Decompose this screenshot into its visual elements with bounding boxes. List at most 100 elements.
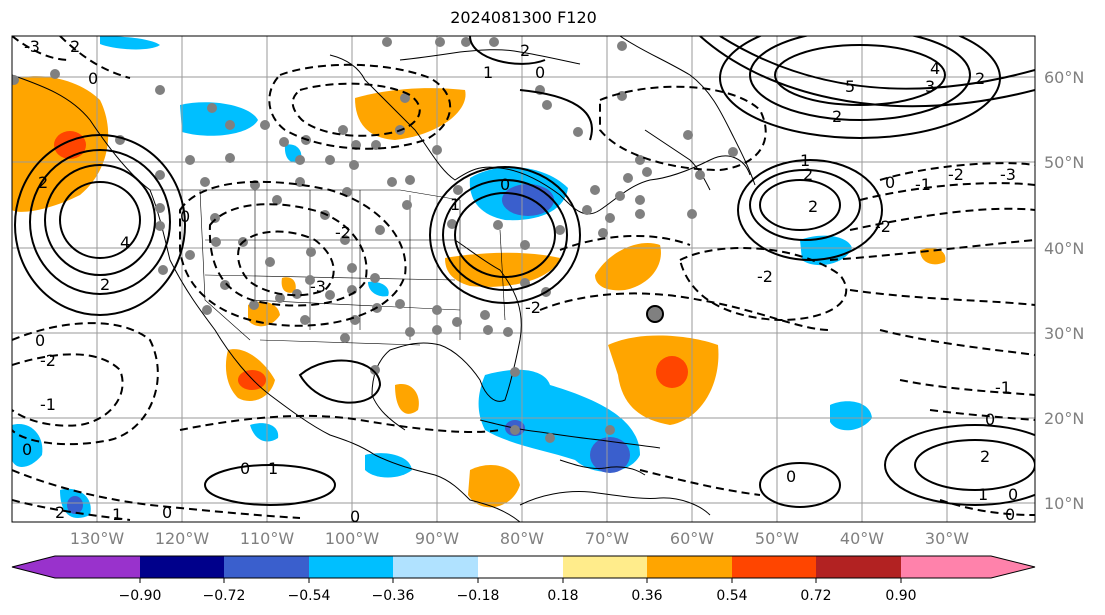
map-content: -3 2 0 1 2 0 5 3 4 2 2 1 2 2 0 -1 -2 -3 …: [12, 36, 1035, 526]
coastlines: [12, 36, 756, 522]
map-border: [11, 35, 1036, 523]
contour-label: -3: [310, 277, 326, 296]
colorbar-segment: [732, 556, 816, 578]
colorbar-segment: [224, 556, 309, 578]
contour-label: 2: [975, 69, 985, 88]
colorbar-tick-label: −0.90: [119, 588, 162, 604]
lon-label: 60°W: [670, 529, 714, 548]
contour-label: 2: [70, 37, 80, 56]
contour-label: 0: [500, 175, 510, 194]
contour-label: 2: [803, 165, 813, 184]
contour-label: 5: [845, 77, 855, 96]
lon-label: 100°W: [325, 529, 380, 548]
colorbar-segment: [563, 556, 647, 578]
lon-label: 120°W: [155, 529, 210, 548]
contour-label: 0: [88, 69, 98, 88]
contour-label: 2: [38, 173, 48, 192]
contour-label: 0: [985, 410, 995, 429]
contour-label: 0: [162, 503, 172, 522]
contour-label: 0: [240, 459, 250, 478]
contour-label: 2: [520, 41, 530, 60]
contour-label: 0: [1008, 485, 1018, 504]
lat-label: 20°N: [1044, 409, 1084, 428]
colorbar-segment: [12, 556, 55, 578]
lon-label: 70°W: [585, 529, 629, 548]
colorbar-tick-label: 0.36: [631, 588, 662, 604]
colorbar-segment: [991, 556, 1035, 578]
lon-label: 40°W: [840, 529, 884, 548]
contour-label: -2: [875, 217, 891, 236]
lon-label: 110°W: [240, 529, 295, 548]
contour-label: 3: [925, 77, 935, 96]
contour-label: 0: [35, 331, 45, 350]
lat-label: 10°N: [1044, 494, 1084, 513]
colorbar-segment: [393, 556, 478, 578]
contour-label: 2: [980, 447, 990, 466]
contour-label: -2: [40, 351, 56, 370]
contour-label: 4: [120, 233, 130, 252]
colorbar-tick-label: 0.54: [716, 588, 747, 604]
lon-label: 90°W: [415, 529, 459, 548]
contour-label: 1: [483, 63, 493, 82]
contour-label: -1: [40, 395, 56, 414]
contour-label: 4: [930, 59, 940, 78]
contour-label: 0: [786, 467, 796, 486]
colorbar-segment: [140, 556, 224, 578]
negative-contours: [12, 36, 1035, 521]
map-title: 2024081300 F120: [450, 8, 597, 27]
contour-label: 0: [1005, 505, 1015, 524]
contour-label: -2: [948, 165, 964, 184]
contour-label: -1: [995, 378, 1011, 397]
lat-label: 50°N: [1044, 153, 1084, 172]
contour-label: 0: [350, 507, 360, 526]
contour-label: -1: [915, 175, 931, 194]
contour-label: -3: [1000, 165, 1016, 184]
lat-label: 40°N: [1044, 239, 1084, 258]
colorbar-tick-label: −0.18: [457, 588, 500, 604]
contour-label: 1: [450, 195, 460, 214]
contour-label: 1: [112, 505, 122, 524]
lon-label: 50°W: [755, 529, 799, 548]
contour-label: 2: [832, 107, 842, 126]
colorbar-tick-label: 0.90: [885, 588, 916, 604]
contour-label: 0: [180, 207, 190, 226]
marker-circle: [646, 305, 664, 323]
colorbar-tick-label: 0.18: [547, 588, 578, 604]
contour-label: -2: [525, 298, 541, 317]
longitude-labels: 130°W 120°W 110°W 100°W 90°W 80°W 70°W 6…: [70, 529, 969, 548]
contour-label: -2: [335, 223, 351, 242]
colorbar-tick-label: −0.54: [288, 588, 331, 604]
latitude-labels: 60°N 50°N 40°N 30°N 20°N 10°N: [1044, 68, 1084, 513]
lat-label: 30°N: [1044, 324, 1084, 343]
contour-label: 2: [100, 275, 110, 294]
colorbar-segment: [901, 556, 991, 578]
contour-label: 1: [800, 151, 810, 170]
contour-label: 0: [22, 440, 32, 459]
lon-label: 130°W: [70, 529, 125, 548]
contour-label: 1: [268, 459, 278, 478]
political-borders: [150, 189, 506, 346]
contour-label: 1: [978, 485, 988, 504]
colorbar-segment: [309, 556, 393, 578]
contour-label: -2: [757, 267, 773, 286]
contour-label: -3: [24, 37, 40, 56]
colorbar-segment: [816, 556, 901, 578]
colorbar-segment: [55, 556, 140, 578]
contour-label: 0: [535, 63, 545, 82]
colorbar-tick-label: 0.72: [800, 588, 831, 604]
lat-label: 60°N: [1044, 68, 1084, 87]
lon-label: 30°W: [925, 529, 969, 548]
positive-anomaly-shading: [12, 76, 946, 508]
contour-label: 2: [808, 197, 818, 216]
colorbar-tick-label: −0.36: [372, 588, 415, 604]
colorbar: −0.90 −0.72 −0.54 −0.36 −0.18 0.18 0.36 …: [11, 555, 1036, 604]
contour-label: 0: [885, 173, 895, 192]
colorbar-tick-label: −0.72: [203, 588, 246, 604]
positive-contours: [14, 36, 1035, 508]
colorbar-segment: [478, 556, 563, 578]
lon-label: 80°W: [500, 529, 544, 548]
contour-label-group: -3 2 0 1 2 0 5 3 4 2 2 1 2 2 0 -1 -2 -3 …: [22, 37, 1018, 526]
colorbar-segment: [647, 556, 732, 578]
contour-label: 2: [55, 503, 65, 522]
